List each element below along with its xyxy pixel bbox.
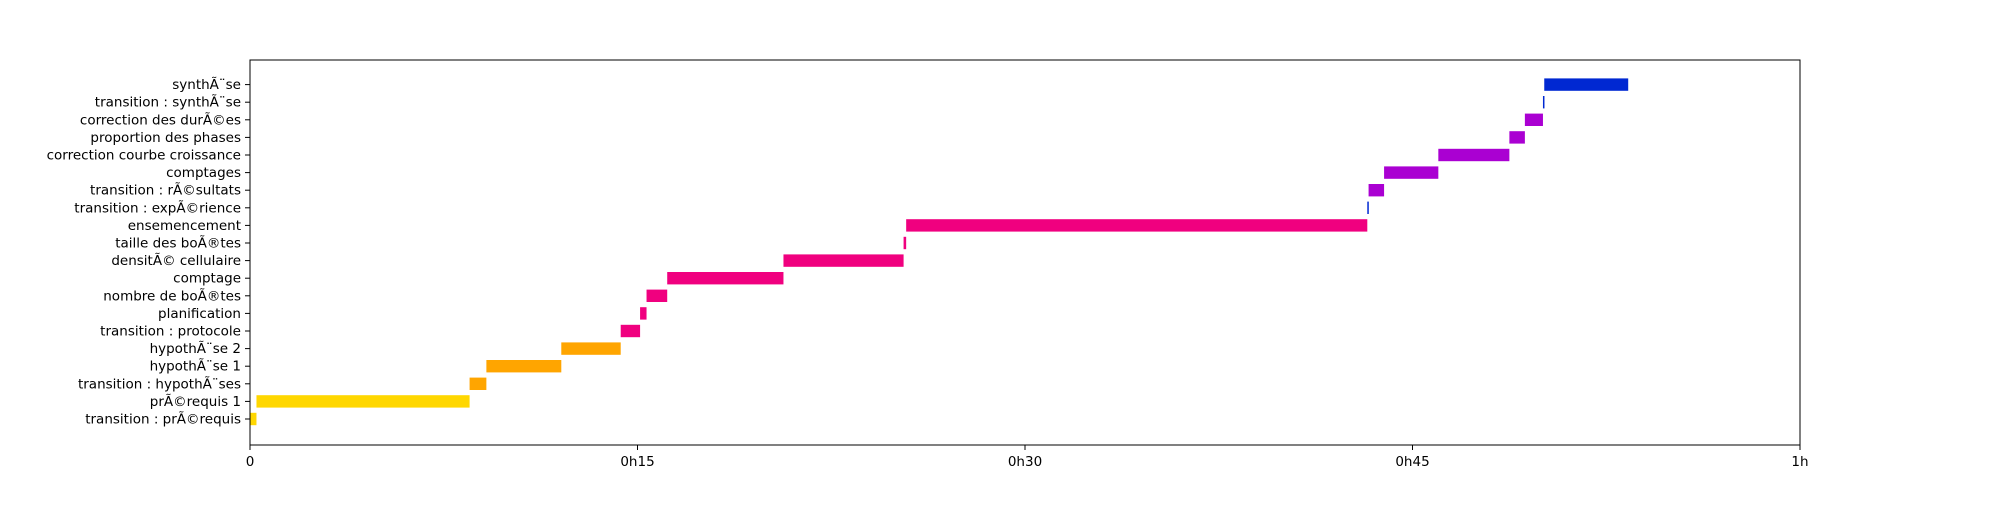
y-tick-label: comptages xyxy=(166,165,241,181)
y-tick-label: transition : rÃ©sultats xyxy=(90,182,241,199)
y-tick-label: synthÃ¨se xyxy=(172,76,241,93)
x-tick-label: 1h xyxy=(1791,454,1808,470)
x-tick-label: 0h30 xyxy=(1008,454,1042,470)
bar xyxy=(640,307,647,320)
bar xyxy=(1438,148,1510,162)
bar xyxy=(620,324,641,338)
bar xyxy=(256,395,470,408)
bar xyxy=(1368,184,1385,197)
bar xyxy=(469,377,487,390)
y-tick-label: transition : synthÃ¨se xyxy=(95,94,241,111)
y-tick-label: hypothÃ¨se 1 xyxy=(150,358,241,375)
bar xyxy=(486,360,562,373)
bar xyxy=(1524,113,1543,126)
x-tick-label: 0h45 xyxy=(1395,454,1429,470)
y-tick-label: ensemencement xyxy=(128,218,241,234)
y-tick-label: transition : hypothÃ¨ses xyxy=(78,375,241,392)
bar xyxy=(250,412,257,426)
bars-layer xyxy=(250,78,1629,426)
x-axis: 0 0h15 0h30 0h45 1h xyxy=(246,445,1809,470)
y-tick-label: hypothÃ¨se 2 xyxy=(150,340,241,357)
bar xyxy=(1367,201,1369,214)
bar xyxy=(903,236,907,250)
y-tick-label: transition : expÃ©rience xyxy=(74,199,241,216)
y-tick-label: planification xyxy=(158,306,241,322)
x-tick-label: 0 xyxy=(246,454,255,470)
y-tick-label: densitÃ© cellulaire xyxy=(111,252,241,269)
bar xyxy=(1542,96,1545,109)
y-tick-label: correction des durÃ©es xyxy=(80,111,241,128)
bar xyxy=(783,254,904,267)
x-tick-label: 0h15 xyxy=(620,454,654,470)
bar xyxy=(561,342,621,355)
y-tick-label: transition : prÃ©requis xyxy=(85,411,241,428)
y-tick-label: transition : protocole xyxy=(100,324,241,340)
bar xyxy=(1509,131,1525,144)
y-tick-label: correction courbe croissance xyxy=(47,148,241,164)
bar xyxy=(646,289,668,302)
bar xyxy=(667,272,784,285)
y-tick-label: proportion des phases xyxy=(90,130,241,146)
bar xyxy=(1384,166,1439,179)
y-tick-label: taille des boÃ®tes xyxy=(115,235,241,252)
y-tick-label: nombre de boÃ®tes xyxy=(103,287,241,304)
bar xyxy=(906,219,1368,232)
y-tick-label: prÃ©requis 1 xyxy=(150,393,241,410)
bar xyxy=(1544,78,1629,91)
y-tick-label: comptage xyxy=(173,271,241,287)
